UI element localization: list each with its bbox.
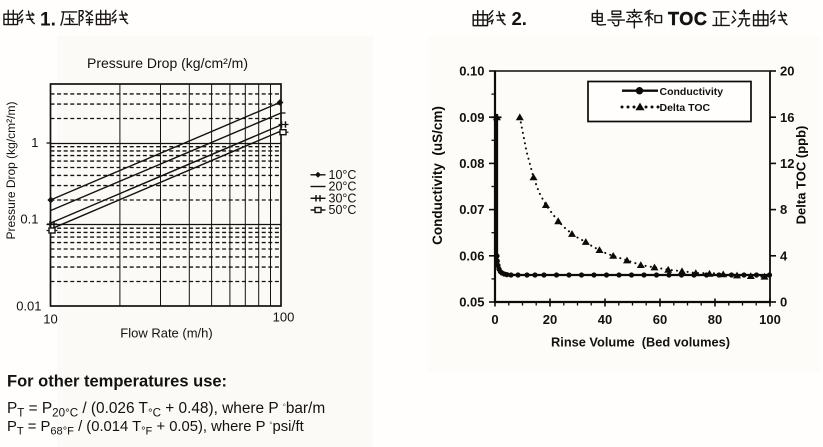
svg-text:0: 0 bbox=[491, 312, 498, 327]
svg-text:2.: 2. bbox=[512, 8, 527, 29]
svg-text:1: 1 bbox=[31, 135, 38, 150]
svg-text:Conductivity (uS/cm): Conductivity (uS/cm) bbox=[430, 106, 445, 245]
svg-text:0.09: 0.09 bbox=[459, 110, 484, 125]
svg-text:1.: 1. bbox=[40, 10, 56, 31]
svg-text:0.10: 0.10 bbox=[459, 64, 484, 79]
svg-text:10: 10 bbox=[43, 312, 57, 327]
svg-text:Pressure Drop (kg/cm²/m): Pressure Drop (kg/cm²/m) bbox=[4, 101, 18, 239]
svg-text:30°C: 30°C bbox=[329, 191, 357, 205]
svg-text:For other temperatures use:: For other temperatures use: bbox=[7, 373, 227, 391]
svg-text:0.07: 0.07 bbox=[459, 202, 484, 217]
svg-text:Pressure Drop (kg/cm²/m): Pressure Drop (kg/cm²/m) bbox=[87, 55, 248, 71]
svg-text:8: 8 bbox=[780, 202, 787, 217]
svg-text:Conductivity: Conductivity bbox=[660, 86, 724, 98]
svg-text:0.01: 0.01 bbox=[16, 298, 41, 313]
svg-text:16: 16 bbox=[780, 110, 794, 125]
svg-text:0.06: 0.06 bbox=[459, 248, 484, 263]
svg-text:4: 4 bbox=[780, 248, 788, 263]
svg-text:12: 12 bbox=[780, 156, 794, 171]
svg-text:PT = P68°F / (0.014 T°F + 0.05: PT = P68°F / (0.014 T°F + 0.05), where P… bbox=[7, 418, 304, 438]
svg-text:0.05: 0.05 bbox=[459, 295, 484, 310]
svg-text:60: 60 bbox=[653, 312, 667, 327]
svg-text:0.08: 0.08 bbox=[459, 156, 484, 171]
svg-text:TOC: TOC bbox=[668, 9, 707, 29]
svg-text:20: 20 bbox=[780, 64, 794, 79]
svg-text:100: 100 bbox=[273, 310, 295, 325]
svg-text:0.1: 0.1 bbox=[20, 212, 38, 227]
svg-text:Delta TOC: Delta TOC bbox=[660, 102, 711, 114]
svg-text:Flow Rate (m/h): Flow Rate (m/h) bbox=[120, 326, 212, 341]
svg-text:20: 20 bbox=[543, 312, 557, 327]
svg-text:100: 100 bbox=[759, 312, 781, 327]
svg-text:Delta TOC (ppb): Delta TOC (ppb) bbox=[794, 126, 809, 225]
svg-text:40: 40 bbox=[598, 312, 612, 327]
svg-text:10°C: 10°C bbox=[329, 168, 357, 182]
svg-text:0: 0 bbox=[780, 295, 787, 310]
svg-text:PT = P20°C / (0.026 T°C + 0.48: PT = P20°C / (0.026 T°C + 0.48), where P… bbox=[7, 400, 325, 420]
svg-text:Rinse Volume (Bed volumes): Rinse Volume (Bed volumes) bbox=[551, 335, 730, 350]
svg-text:20°C: 20°C bbox=[329, 180, 357, 194]
svg-text:50°C: 50°C bbox=[329, 203, 357, 217]
svg-text:80: 80 bbox=[708, 312, 722, 327]
